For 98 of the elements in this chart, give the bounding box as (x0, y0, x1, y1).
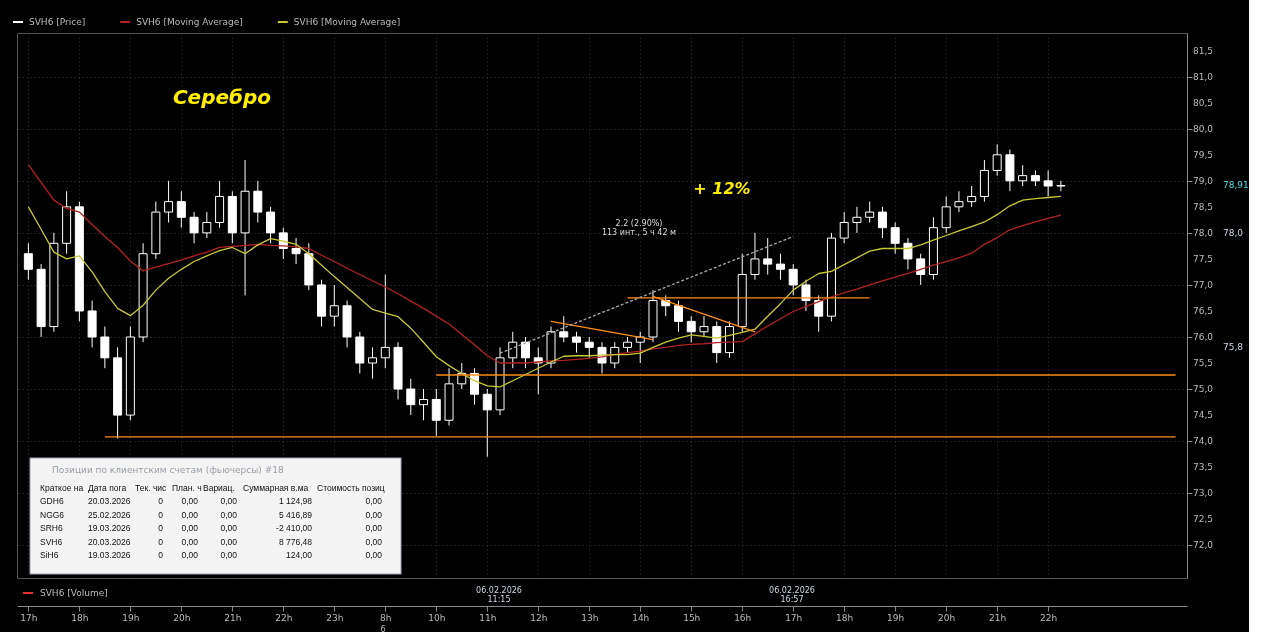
text: 06.02.2026 16:57 (769, 586, 815, 604)
x-tick-label: 20h (173, 612, 191, 623)
text: 0,00 (365, 536, 382, 547)
y-tick-label: 78,0 (1193, 227, 1214, 238)
text: 0 (158, 523, 163, 533)
y-tick-label: 73,0 (1193, 488, 1214, 499)
category-label: Тек. чис (135, 483, 168, 493)
text: 0,00 (220, 496, 237, 506)
text: 78,0 (1223, 228, 1244, 238)
x-tick-label: 19h (122, 612, 140, 623)
text: 0,00 (365, 550, 382, 560)
text: 20.03.2026 (88, 496, 131, 506)
y-tick-label: 80,5 (1193, 97, 1214, 108)
text: 19.03.2026 (88, 550, 131, 560)
text: 0,00 (181, 496, 198, 506)
x-tick-label: 15h (683, 612, 701, 623)
x-tick-label: 14h (632, 612, 650, 623)
legend-label: SVH6 [Moving Average] (293, 17, 401, 27)
x-tick-label: 23h (326, 612, 344, 623)
text: 0 (158, 550, 163, 560)
category-label: Дата пога (88, 483, 127, 493)
y-tick-label: 80,0 (1193, 123, 1214, 134)
text: SVH6 [Volume] (40, 588, 108, 598)
text: SiH6 (40, 550, 59, 560)
x-tick-label: 10h (428, 612, 446, 623)
text: 0,00 (181, 523, 198, 533)
category-label: Вариац. (203, 483, 235, 493)
text: 0,00 (365, 496, 382, 506)
y-tick-label: 75,5 (1193, 358, 1214, 369)
text: 0,00 (220, 523, 237, 533)
text: SVH6 (40, 536, 63, 547)
text: 75,8 (1223, 342, 1244, 352)
text: 0 (158, 509, 163, 520)
y-tick-label: 78,5 (1193, 201, 1214, 212)
y-tick-label: 76,0 (1193, 331, 1214, 342)
x-tick-label: 8h (380, 612, 392, 623)
x-tick-label: 17h (20, 612, 38, 623)
text: 0,00 (220, 550, 237, 560)
text: NGG6 (40, 509, 65, 520)
x-tick-label: 12h (530, 612, 548, 623)
y-tick-label: 77,5 (1193, 253, 1214, 264)
text: 0,00 (220, 509, 237, 520)
text: 8 776,48 (278, 536, 312, 547)
text: 20.03.2026 (88, 536, 131, 547)
x-tick-label: 18h (71, 612, 89, 623)
text: 19.03.2026 (88, 523, 131, 533)
y-tick-label: 74,5 (1193, 410, 1214, 421)
text: 0 (158, 496, 163, 506)
text: 78,91 (1223, 180, 1249, 190)
x-tick-label: 17h (785, 612, 803, 623)
text: 124,00 (286, 550, 312, 560)
text: 06.02.2026 11:15 (476, 586, 522, 604)
text: 6 (380, 625, 386, 632)
annotation: + 12% (693, 179, 751, 198)
x-tick-label: 16h (734, 612, 752, 623)
x-tick-label: 22h (275, 612, 293, 623)
text: 0,00 (220, 536, 237, 547)
y-tick-label: 73,5 (1193, 462, 1214, 473)
text: -2 410,00 (276, 523, 312, 533)
y-tick-label: 81,0 (1193, 71, 1214, 82)
x-tick-label: 20h (938, 612, 956, 623)
y-tick-label: 72,0 (1193, 540, 1214, 551)
x-tick-label: 18h (836, 612, 854, 623)
text: GDH6 (40, 496, 64, 506)
x-tick-label: 22h (1040, 612, 1058, 623)
annotation: 113 инт., 5 ч 42 м (601, 228, 677, 237)
annotation: 2.2 (2.90%) (615, 219, 663, 228)
y-tick-label: 81,5 (1193, 45, 1214, 56)
text: 0,00 (181, 509, 198, 520)
y-tick-label: 77,0 (1193, 279, 1214, 290)
y-tick-label: 74,0 (1193, 436, 1214, 447)
text: 0,00 (365, 523, 382, 533)
y-tick-label: 72,5 (1193, 514, 1214, 525)
category-label: Стоимость позиц (317, 483, 385, 493)
text: SRH6 (40, 523, 63, 533)
text: 1 124,98 (278, 496, 312, 506)
text: 25.02.2026 (88, 509, 131, 520)
x-tick-label: 11h (479, 612, 497, 623)
text: Позиции по клиентским счетам (фьючерсы) #18 (52, 465, 284, 475)
legend-label: SVH6 [Price] (29, 17, 86, 27)
x-tick-label: 13h (581, 612, 599, 623)
y-tick-label: 79,0 (1193, 175, 1214, 186)
x-tick-label: 21h (224, 612, 242, 623)
text: 0 (158, 536, 163, 547)
category-label: План. ч (172, 483, 202, 493)
annotation: Серебро (172, 85, 272, 109)
category-label: Краткое на (40, 483, 84, 493)
y-tick-label: 79,5 (1193, 149, 1214, 160)
text: 0,00 (181, 536, 198, 547)
x-tick-label: 19h (887, 612, 905, 623)
y-tick-label: 75,0 (1193, 384, 1214, 395)
legend-label: SVH6 [Moving Average] (136, 17, 243, 27)
text: 0,00 (181, 550, 198, 560)
x-tick-label: 21h (989, 612, 1007, 623)
category-label: Суммарная в.ма (243, 483, 309, 493)
text: 0,00 (365, 509, 382, 520)
text: 5 416,89 (278, 509, 312, 520)
y-tick-label: 76,5 (1193, 305, 1214, 316)
